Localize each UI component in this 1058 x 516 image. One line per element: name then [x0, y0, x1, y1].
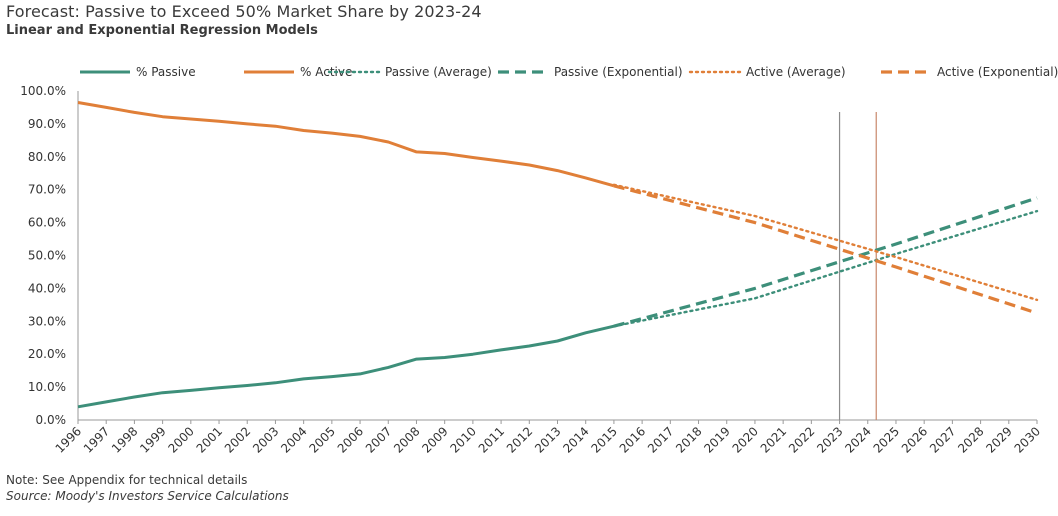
y-tick-label: 100.0% [20, 84, 66, 98]
x-tick-label: 2023 [814, 424, 845, 455]
plot-lines [77, 101, 1039, 409]
legend-label: Passive (Exponential) [554, 65, 683, 79]
x-tick-label: 2002 [222, 424, 253, 455]
x-tick-label: 2005 [306, 424, 337, 455]
x-tick-label: 2015 [589, 424, 620, 455]
x-tick-label: 2017 [645, 424, 676, 455]
series-line [77, 101, 615, 188]
y-tick-label: 40.0% [28, 281, 66, 295]
y-tick-label: 70.0% [28, 183, 66, 197]
x-tick-label: 2028 [955, 424, 986, 455]
x-tick-label: 1996 [53, 424, 84, 455]
chart-note: Note: See Appendix for technical details [6, 473, 248, 487]
x-tick-label: 2001 [194, 424, 225, 455]
x-tick-label: 2025 [871, 424, 902, 455]
y-tick-label: 10.0% [28, 380, 66, 394]
axes: 0.0% 10.0% 20.0% 30.0% 40.0% 50.0% 60.0% 70.0% 8… [20, 84, 1043, 456]
series-line [612, 183, 1039, 302]
x-tick-label: 2029 [983, 424, 1014, 455]
legend-label: Active (Exponential) [937, 65, 1058, 79]
x-tick-label: 2009 [419, 424, 450, 455]
x-tick-label: 2014 [560, 424, 591, 455]
legend-label: % Active [300, 65, 352, 79]
series-line [613, 196, 1038, 328]
reference-lines [838, 112, 877, 420]
x-tick-label: 2000 [165, 424, 196, 455]
x-tick-label: 2018 [673, 424, 704, 455]
y-tick-label: 90.0% [28, 117, 66, 131]
y-tick-label: 30.0% [28, 314, 66, 328]
chart-subtitle: Linear and Exponential Regression Models [6, 23, 318, 38]
series-line [613, 184, 1038, 315]
legend-label: % Passive [136, 65, 196, 79]
x-tick-label: 2019 [701, 424, 732, 455]
x-tick-label: 2008 [391, 424, 422, 455]
x-tick-label: 2024 [842, 424, 873, 455]
series-line [77, 324, 615, 409]
x-tick-label: 2004 [278, 424, 309, 455]
x-tick-label: 2010 [448, 424, 479, 455]
y-tick-label: 80.0% [28, 150, 66, 164]
x-tick-label: 2016 [617, 424, 648, 455]
x-tick-label: 2026 [899, 424, 930, 455]
x-tick-label: 2011 [476, 424, 507, 455]
x-tick-label: 2013 [532, 424, 563, 455]
x-tick-label: 2020 [730, 424, 761, 455]
legend-label: Passive (Average) [385, 65, 492, 79]
x-tick-label: 1997 [81, 424, 112, 455]
y-tick-label: 60.0% [28, 216, 66, 230]
x-tick-label: 1998 [109, 424, 140, 455]
y-tick-label: 0.0% [36, 413, 67, 427]
x-tick-label: 1999 [137, 424, 168, 455]
chart-title: Forecast: Passive to Exceed 50% Market S… [6, 2, 482, 21]
x-tick-label: 2003 [250, 424, 281, 455]
chart-source: Source: Moody's Investors Service Calcul… [6, 489, 289, 503]
x-tick-label: 2027 [927, 424, 958, 455]
legend-label: Active (Average) [746, 65, 846, 79]
y-tick-label: 20.0% [28, 347, 66, 361]
chart-area: % Passive % Active Passive (Average) Passiv… [20, 65, 1058, 456]
x-tick-label: 2030 [1012, 424, 1043, 455]
y-tick-label: 50.0% [28, 249, 66, 263]
legend: % Passive % Active Passive (Average) Passiv… [80, 65, 1058, 79]
x-tick-label: 2021 [758, 424, 789, 455]
x-tick-label: 2012 [504, 424, 535, 455]
series-line [612, 209, 1039, 328]
x-tick-label: 2007 [363, 424, 394, 455]
x-tick-label: 2006 [335, 424, 366, 455]
x-tick-label: 2022 [786, 424, 817, 455]
